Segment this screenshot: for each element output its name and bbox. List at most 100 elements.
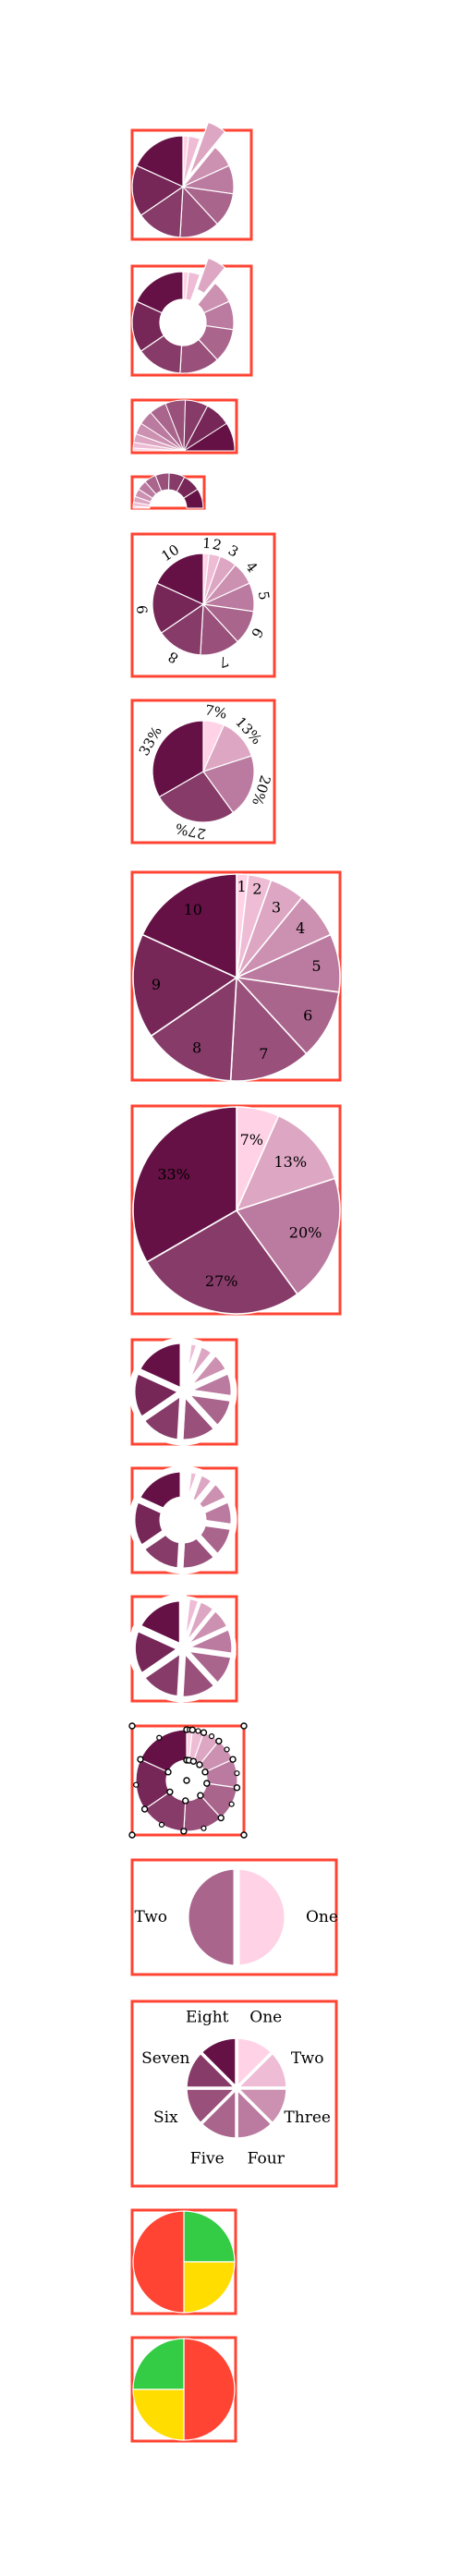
pie-chart-16 [130,2336,237,2443]
pie-slice [132,933,237,1038]
slice-label: Two [291,2049,324,2068]
slice-label: Two [134,1908,167,1926]
control-point[interactable] [234,1770,240,1777]
chart-frame-6 [130,699,276,844]
pie-slice [236,1177,341,1295]
slice-label: 8 [165,648,181,666]
pie-slice [185,271,201,302]
pie-slice [132,2338,185,2390]
control-point[interactable] [180,1828,188,1835]
control-point[interactable] [158,1821,165,1828]
control-point[interactable] [228,1801,235,1807]
pie-slice [188,121,226,176]
control-point[interactable] [217,1814,225,1822]
slice-label: Six [153,2108,178,2127]
control-point[interactable] [208,1733,215,1740]
pie-slice [132,1106,237,1263]
pie-slice [150,977,237,1082]
control-point[interactable] [229,1756,237,1763]
pie-slice [236,1114,336,1211]
pie-chart-15 [130,2208,237,2315]
pie-slice [132,2388,185,2441]
control-point[interactable] [140,1805,149,1813]
pie-slice [182,1863,240,1972]
pie-slice [229,977,308,1082]
slice-label: 1 [237,878,247,895]
pie-slice [131,164,184,216]
control-point[interactable] [215,1737,223,1745]
slice-label: 9 [152,976,161,993]
slice-label: 13% [273,1153,307,1171]
slice-label: 27% [205,1272,238,1290]
chart-frame-13 [130,1858,338,1976]
control-point[interactable] [128,1722,136,1730]
slice-label: Four [248,2150,286,2169]
control-point[interactable] [224,1746,230,1753]
slice-label: 7 [259,1045,268,1063]
slice-label: One [306,1908,338,1926]
control-point[interactable] [189,1757,198,1765]
pie-slice [146,1209,298,1315]
pie-chart-1 [130,121,253,241]
slice-label: 6 [248,625,266,640]
slice-label: 5 [311,957,321,975]
slice-label: 3 [272,898,281,916]
control-point[interactable] [200,1729,208,1736]
control-point[interactable] [195,1728,201,1734]
control-point[interactable] [240,1722,248,1730]
pie-slice [196,257,226,295]
pie-slice [202,755,255,814]
slice-label: Eight [186,2008,229,2026]
pie-slice [158,771,234,823]
slice-label: 6 [303,1006,312,1024]
slice-label: 9 [134,604,152,614]
control-point[interactable] [201,1768,209,1776]
pie-slice [133,1337,187,1395]
slice-label: 27% [174,820,207,843]
pie-chart-7: 1 234 5 6 7 8 9 10 [130,870,342,1082]
chart-frame-15 [130,2208,237,2315]
slice-label: 4 [296,919,305,937]
control-point[interactable] [166,1788,174,1796]
slice-label: One [249,2008,282,2026]
slice-label: Seven [141,2049,189,2068]
pie-slice [183,488,204,509]
pie-slice [152,720,204,798]
pie-chart-11 [128,1593,238,1703]
control-point[interactable] [201,1825,207,1831]
pie-chart-9 [128,1337,238,1446]
slice-label: 7% [240,1131,263,1148]
pie-slice [183,2210,236,2263]
pie-slice [136,135,184,188]
pie-chart-13: One Two [130,1858,338,1976]
pie-chart-12 [128,1722,248,1839]
control-point[interactable] [164,1768,172,1776]
pie-slice [160,603,204,656]
control-point[interactable] [182,1797,189,1804]
control-point[interactable] [183,1777,190,1784]
control-point[interactable] [188,1726,196,1734]
slice-label: 3 [225,541,241,560]
pie-slice [236,977,340,1055]
pie-slice [156,553,204,605]
control-point[interactable] [156,1734,163,1741]
slice-label: 5 [255,590,273,601]
control-point[interactable] [233,1784,241,1792]
control-point[interactable] [128,1831,136,1839]
control-point[interactable] [197,1792,204,1799]
pie-slice [141,873,237,978]
control-point[interactable] [137,1756,144,1763]
control-point[interactable] [203,1780,211,1787]
slice-label: 33% [157,1165,190,1183]
pie-slice [140,186,184,238]
pie-chart-8: 7% 13% 20% 27% 33% [130,1104,342,1316]
control-point[interactable] [133,1781,140,1788]
chart-frame-5 [130,532,276,678]
chart-frame-14 [130,1999,338,2188]
pie-slice [183,2261,236,2314]
control-point[interactable] [196,1761,203,1768]
control-point[interactable] [240,1831,248,1839]
slice-label: 2 [211,536,223,554]
